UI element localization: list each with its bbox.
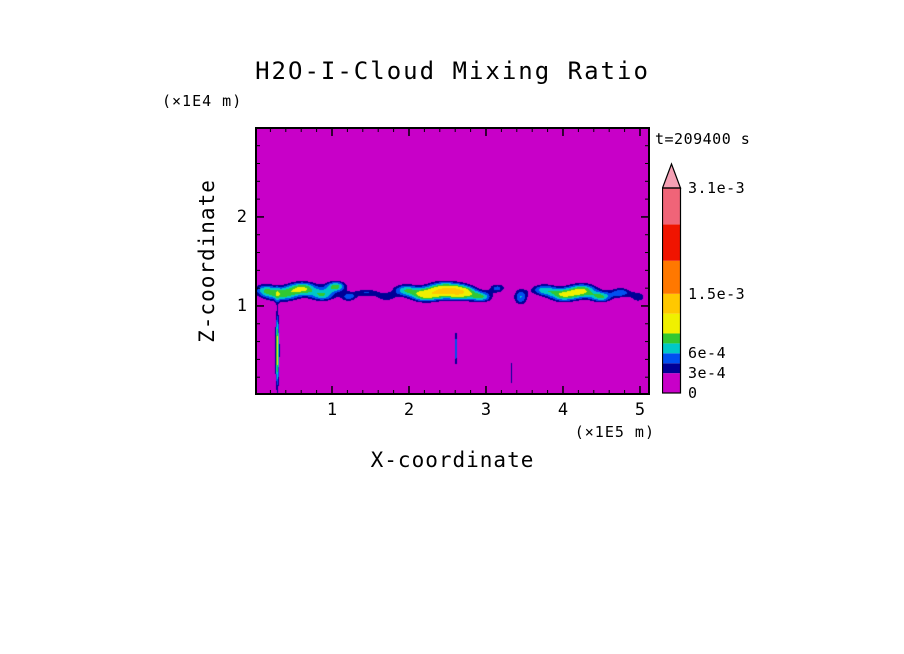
time-annotation: t=209400 s	[655, 130, 751, 148]
colorbar-segment	[662, 260, 681, 294]
colorbar-tick-label: 0	[688, 384, 698, 402]
y-tick-label: 1	[236, 295, 247, 316]
colorbar-segment	[662, 353, 681, 364]
x-tick-label: 3	[480, 400, 492, 420]
colorbar	[662, 162, 682, 394]
x-tick-label: 2	[403, 400, 415, 420]
x-axis-title: X-coordinate	[370, 448, 535, 472]
colorbar-tick-label: 3e-4	[688, 364, 727, 383]
chart-title: H2O-I-Cloud Mixing Ratio	[255, 57, 650, 85]
colorbar-segment	[662, 293, 681, 314]
colorbar-segment	[662, 313, 681, 334]
x-axis-units-label: (×1E5 m)	[574, 423, 655, 441]
colorbar-segment	[662, 224, 681, 261]
colorbar-outline	[662, 187, 682, 394]
colorbar-tick-label: 3.1e-3	[688, 179, 746, 197]
x-tick-label: 1	[326, 400, 338, 420]
x-tick-label: 4	[557, 400, 569, 420]
y-tick-label: 2	[236, 206, 247, 227]
colorbar-segment	[662, 363, 681, 374]
colorbar-tick-label: 6e-4	[688, 344, 727, 363]
y-axis-title: Z-coordinate	[195, 179, 219, 343]
colorbar-tick-label: 1.5e-3	[688, 284, 746, 303]
colorbar-segment	[662, 373, 681, 393]
contour-field-canvas	[255, 127, 650, 395]
colorbar-overflow-arrow	[662, 162, 682, 189]
x-tick-label: 5	[634, 400, 646, 420]
colorbar-segment	[662, 343, 681, 354]
colorbar-segment	[662, 333, 681, 344]
y-axis-units-label: (×1E4 m)	[162, 92, 243, 110]
colorbar-segment	[662, 188, 681, 225]
